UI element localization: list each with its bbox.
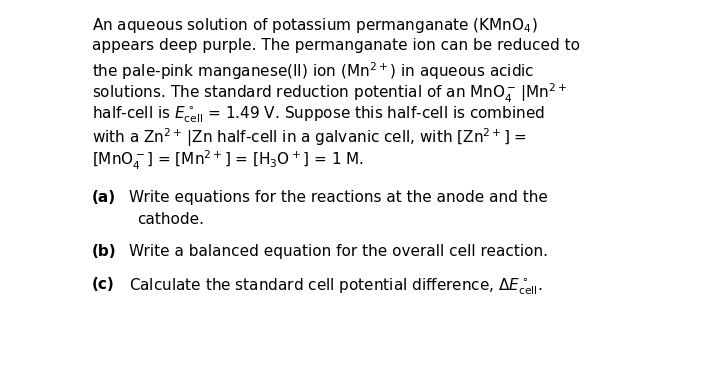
Text: solutions. The standard reduction potential of an MnO$_4^-\,|$Mn$^{2+}$: solutions. The standard reduction potent… [92,82,567,105]
Text: the pale-pink manganese(II) ion (Mn$^{2+}$) in aqueous acidic: the pale-pink manganese(II) ion (Mn$^{2+… [92,60,534,82]
Text: [MnO$_4^-$] = [Mn$^{2+}$] = [H$_3$O$^+$] = 1 M.: [MnO$_4^-$] = [Mn$^{2+}$] = [H$_3$O$^+$]… [92,149,363,172]
Text: cathode.: cathode. [137,212,204,227]
Text: (c): (c) [92,277,114,292]
Text: (a): (a) [92,190,115,205]
Text: Write equations for the reactions at the anode and the: Write equations for the reactions at the… [129,190,548,205]
Text: Calculate the standard cell potential difference, $\Delta E^\circ_\mathrm{cell}$: Calculate the standard cell potential di… [129,277,542,297]
Text: appears deep purple. The permanganate ion can be reduced to: appears deep purple. The permanganate io… [92,38,579,53]
Text: with a Zn$^{2+}\,|$Zn half-cell in a galvanic cell, with [Zn$^{2+}$] =: with a Zn$^{2+}\,|$Zn half-cell in a gal… [92,127,527,149]
Text: (b): (b) [92,244,116,259]
Text: Write a balanced equation for the overall cell reaction.: Write a balanced equation for the overal… [129,244,548,259]
Text: half-cell is $E^\circ_\mathrm{cell}$ = 1.49 V. Suppose this half-cell is combine: half-cell is $E^\circ_\mathrm{cell}$ = 1… [92,104,545,125]
Text: An aqueous solution of potassium permanganate (KMnO$_4$): An aqueous solution of potassium permang… [92,16,537,34]
